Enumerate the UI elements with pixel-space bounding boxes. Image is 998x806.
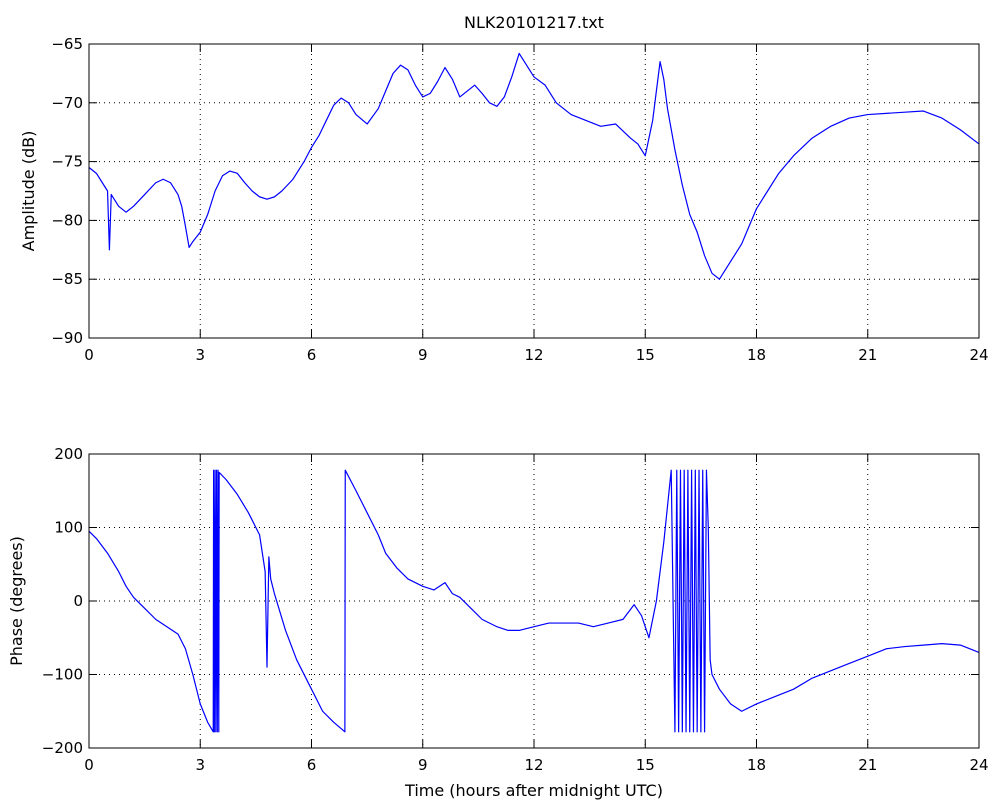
amplitude-series xyxy=(88,52,980,280)
phase-series-line xyxy=(88,469,980,733)
phase-x-tick-label: 24 xyxy=(969,756,988,774)
amplitude-grid xyxy=(89,44,979,338)
amplitude-x-tick-label: 6 xyxy=(307,346,317,364)
amplitude-y-tick-label: −70 xyxy=(51,94,83,112)
phase-x-tick-label: 9 xyxy=(418,756,428,774)
phase-ticks: 0 3 6 9 12 15 18 21 24 −200 −100 0 100 200 xyxy=(42,445,989,774)
phase-plot-frame xyxy=(88,453,980,749)
amplitude-y-tick-label: −85 xyxy=(51,270,83,288)
amplitude-y-tick-label: −80 xyxy=(51,211,83,229)
amplitude-plot-frame xyxy=(88,43,980,339)
amplitude-x-tick-label: 18 xyxy=(747,346,766,364)
phase-y-tick-label: 200 xyxy=(54,445,83,463)
amplitude-x-tick-label: 3 xyxy=(195,346,205,364)
amplitude-y-tick-label: −65 xyxy=(51,35,83,53)
amplitude-x-tick-label: 21 xyxy=(858,346,877,364)
phase-x-tick-label: 15 xyxy=(636,756,655,774)
phase-x-tick-label: 0 xyxy=(84,756,94,774)
amplitude-x-tick-label: 12 xyxy=(524,346,543,364)
phase-y-tick-label: 100 xyxy=(54,519,83,537)
phase-y-axis-title: Phase (degrees) xyxy=(7,536,26,666)
phase-grid xyxy=(89,454,979,748)
phase-y-tick-label: 0 xyxy=(73,592,83,610)
amplitude-y-tick-label: −90 xyxy=(51,329,83,347)
phase-x-tick-label: 21 xyxy=(858,756,877,774)
phase-x-tick-label: 18 xyxy=(747,756,766,774)
phase-y-tick-label: −200 xyxy=(42,739,83,757)
amplitude-panel: NLK20101217.txt 0 3 6 9 12 15 18 21 24 −90 −85 −80 −… xyxy=(19,13,989,364)
chart-title: NLK20101217.txt xyxy=(464,13,604,32)
phase-x-tick-label: 12 xyxy=(524,756,543,774)
amplitude-series-line xyxy=(88,52,980,280)
amplitude-x-tick-label: 9 xyxy=(418,346,428,364)
phase-panel: 0 3 6 9 12 15 18 21 24 −200 −100 0 100 200 Phase (deg… xyxy=(7,445,989,800)
phase-y-tick-label: −100 xyxy=(42,666,83,684)
phase-x-tick-label: 6 xyxy=(307,756,317,774)
amplitude-y-tick-label: −75 xyxy=(51,153,83,171)
phase-x-tick-label: 3 xyxy=(195,756,205,774)
amplitude-x-tick-label: 24 xyxy=(969,346,988,364)
phase-x-axis-title: Time (hours after midnight UTC) xyxy=(404,781,663,800)
amplitude-y-axis-title: Amplitude (dB) xyxy=(19,131,38,252)
amplitude-ticks: 0 3 6 9 12 15 18 21 24 −90 −85 −80 −75 −70 −65 xyxy=(51,35,988,364)
amplitude-x-tick-label: 0 xyxy=(84,346,94,364)
amplitude-x-tick-label: 15 xyxy=(636,346,655,364)
phase-series xyxy=(88,469,980,733)
